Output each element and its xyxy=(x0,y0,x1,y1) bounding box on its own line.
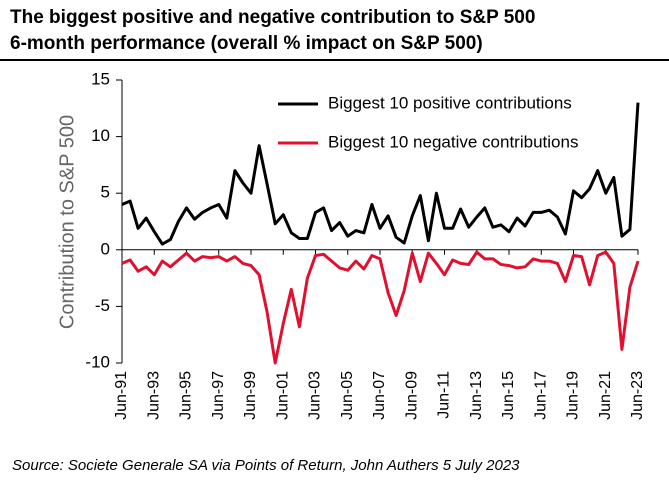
x-tick-label: Jun-15 xyxy=(500,371,517,420)
x-tick-label: Jun-03 xyxy=(307,371,324,420)
x-tick-label: Jun-01 xyxy=(274,371,291,420)
series-line xyxy=(121,250,640,365)
x-tick-label: Jun-13 xyxy=(468,371,485,420)
x-tick-label: Jun-21 xyxy=(597,371,614,420)
series-line xyxy=(121,102,640,246)
x-tick-label: Jun-91 xyxy=(113,371,130,420)
x-tick-label: Jun-09 xyxy=(403,371,420,420)
x-tick-label: Jun-19 xyxy=(565,371,582,420)
y-tick-label: 5 xyxy=(101,183,110,202)
y-tick-label: 0 xyxy=(101,239,110,258)
legend-label: Biggest 10 positive contributions xyxy=(328,93,572,112)
y-axis-title: Contribution to S&P 500 xyxy=(56,115,78,329)
x-tick-label: Jun-93 xyxy=(145,371,162,420)
chart-title: The biggest positive and negative contri… xyxy=(10,7,535,28)
x-tick-label: Jun-07 xyxy=(371,371,388,420)
legend-label: Biggest 10 negative contributions xyxy=(328,132,578,151)
x-tick-label: Jun-99 xyxy=(242,371,259,420)
x-tick-label: Jun-11 xyxy=(436,371,453,419)
x-tick-label: Jun-05 xyxy=(339,371,356,420)
x-tick-label: Jun-23 xyxy=(629,371,646,420)
x-tick-label: Jun-97 xyxy=(210,371,227,420)
source: Source: Societe Generale SA via Points o… xyxy=(12,457,520,474)
chart-subtitle: 6-month performance (overall % impact on… xyxy=(10,33,483,54)
y-tick-label: -5 xyxy=(95,296,110,315)
x-tick-label: Jun-17 xyxy=(532,371,549,420)
x-tick-label: Jun-95 xyxy=(178,371,195,420)
y-tick-label: 15 xyxy=(91,69,110,88)
y-tick-label: 10 xyxy=(91,126,110,145)
y-tick-label: -10 xyxy=(85,352,110,371)
